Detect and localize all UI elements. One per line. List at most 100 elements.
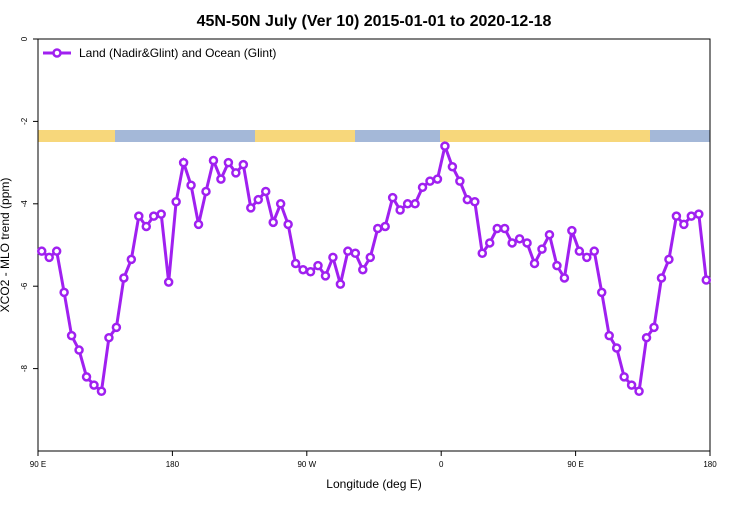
point — [544, 229, 555, 240]
point — [656, 273, 667, 283]
land — [38, 130, 115, 142]
point — [246, 203, 256, 213]
legend-marker — [52, 48, 62, 58]
point — [350, 248, 361, 258]
point — [649, 322, 659, 333]
point — [201, 186, 211, 197]
point — [126, 254, 137, 265]
x-tick-label: 90 E — [30, 460, 46, 469]
land — [440, 130, 650, 142]
point — [223, 157, 234, 168]
point — [522, 238, 532, 248]
point — [492, 223, 502, 234]
point — [484, 238, 495, 248]
point — [455, 176, 465, 186]
point — [208, 155, 219, 166]
point — [671, 211, 682, 221]
point — [268, 217, 278, 228]
point — [537, 244, 547, 254]
plot-frame — [37, 38, 711, 452]
point — [238, 159, 249, 170]
y-tick-label: -2 — [20, 117, 29, 125]
y-tick-label: -8 — [20, 364, 29, 372]
point — [582, 252, 592, 263]
x-tick-label: 180 — [166, 460, 180, 469]
point — [290, 258, 301, 269]
point — [186, 180, 196, 191]
point — [694, 209, 704, 219]
point — [410, 199, 420, 209]
x-axis-label: Longitude (deg E) — [326, 477, 421, 491]
point — [148, 211, 159, 221]
ocean — [650, 130, 710, 142]
point — [36, 246, 47, 256]
point — [328, 252, 338, 263]
point — [686, 211, 697, 221]
point — [529, 258, 540, 269]
point — [59, 287, 69, 298]
point — [163, 277, 174, 287]
point — [604, 330, 614, 341]
y-tick-label: 0 — [20, 36, 29, 41]
point — [402, 199, 413, 209]
point — [134, 211, 144, 221]
y-tick-label: -4 — [20, 200, 29, 208]
point — [701, 275, 712, 285]
point — [51, 246, 62, 256]
point — [365, 252, 376, 263]
point — [567, 225, 577, 236]
point — [380, 221, 390, 232]
point — [679, 219, 689, 230]
point — [298, 264, 308, 275]
point — [417, 182, 428, 193]
point — [507, 238, 517, 248]
point — [141, 221, 152, 232]
point — [514, 234, 525, 244]
point — [81, 372, 92, 382]
x-tick-label: 90 W — [297, 460, 316, 469]
point — [559, 273, 570, 283]
point — [74, 345, 84, 355]
point — [641, 332, 652, 343]
point — [589, 246, 600, 256]
point — [552, 260, 562, 271]
point — [440, 141, 450, 151]
point — [432, 174, 443, 184]
point — [664, 254, 674, 265]
point — [574, 246, 585, 256]
point — [372, 223, 383, 234]
point — [499, 223, 510, 234]
x-tick-label: 90 E — [567, 460, 583, 469]
legend-label: Land (Nadir&Glint) and Ocean (Glint) — [79, 46, 276, 60]
point — [89, 380, 99, 390]
ocean — [355, 130, 440, 142]
y-axis-label: XCO2 - MLO trend (ppm) — [0, 178, 12, 313]
point — [171, 196, 181, 207]
point — [395, 205, 405, 215]
point — [44, 252, 54, 263]
point — [320, 271, 331, 281]
point — [104, 332, 114, 343]
point — [619, 372, 629, 382]
point — [283, 219, 293, 230]
point — [387, 192, 398, 203]
point — [596, 287, 607, 298]
point — [193, 219, 204, 230]
point — [260, 186, 271, 197]
x-tick-label: 0 — [439, 460, 444, 469]
point — [343, 246, 353, 256]
point — [611, 343, 622, 353]
y-tick-label: -6 — [20, 282, 29, 290]
x-tick-label: 180 — [703, 460, 717, 469]
point — [335, 279, 346, 289]
point — [462, 194, 473, 205]
point — [111, 322, 122, 333]
point — [313, 260, 323, 271]
map-strip — [38, 130, 710, 142]
point — [305, 267, 316, 277]
point — [477, 248, 488, 258]
point — [626, 380, 637, 390]
point — [358, 264, 368, 275]
point — [253, 194, 264, 205]
